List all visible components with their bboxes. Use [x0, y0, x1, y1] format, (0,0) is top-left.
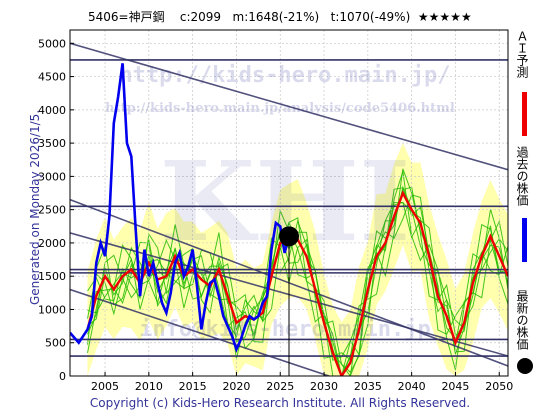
- legend-latest-price-label: 最新の株価: [515, 290, 529, 350]
- series-layer: [70, 63, 508, 376]
- legend-ai-forecast-swatch: [522, 92, 527, 136]
- watermark-url-main: http://kids-hero.main.jp/: [119, 63, 450, 88]
- grid-layer: [70, 30, 508, 377]
- x-tick-label: 2020: [222, 380, 250, 393]
- mid-target: m:1648(-21%): [232, 10, 320, 24]
- y-tick-label: 5000: [38, 37, 66, 50]
- forecast-band-line: [87, 187, 508, 376]
- x-tick-label: 2045: [441, 380, 469, 393]
- plot-frame: [69, 29, 509, 377]
- target-price: t:1070(-49%): [330, 10, 411, 24]
- x-tick-label: 2035: [354, 380, 382, 393]
- x-tick-label: 2010: [135, 380, 163, 393]
- stock-code: 5406=神戸鋼: [88, 10, 165, 24]
- generated-date-label: Generated on Monday 2026/1/5.: [28, 109, 42, 305]
- chart-header: 5406=神戸鋼 c:2099 m:1648(-21%) t:1070(-49%…: [88, 8, 472, 25]
- current-price: c:2099: [179, 10, 222, 24]
- forecast-band-area: [87, 142, 508, 376]
- legend-latest-price: 最新の株価: [514, 290, 531, 350]
- forecast-band-line: [87, 186, 508, 361]
- y-tick-label: 500: [45, 337, 66, 350]
- x-tick-label: 2040: [398, 380, 426, 393]
- y-tick-label: 1500: [38, 270, 66, 283]
- y-tick-label: 0: [59, 370, 66, 383]
- y-tick-label: 3000: [38, 170, 66, 183]
- watermark-layer: KHI http://kids-hero.main.jp/ http://kid…: [105, 63, 455, 342]
- watermark-url-analysis: http://kids-hero.main.jp/analysis/code54…: [105, 101, 455, 116]
- axis-layer: 0 500 1000 1500 2000 2500 3000 3500 4000 4500 5000…: [38, 29, 513, 393]
- copyright-text: Copyright (c) Kids-Hero Research Institu…: [89, 396, 471, 410]
- y-tick-label: 2500: [38, 204, 66, 217]
- rating-stars: ★★★★★: [417, 10, 472, 24]
- legend-past-price-label: 過去の株価: [515, 146, 529, 206]
- latest-price-dot: [279, 226, 299, 247]
- y-tick-label: 1000: [38, 303, 66, 316]
- legend-latest-price-dot: [517, 358, 533, 374]
- y-tick-label: 3500: [38, 137, 66, 150]
- y-tick-label: 4500: [38, 71, 66, 84]
- legend-ai-forecast-label: ＡＩ予測: [515, 30, 529, 78]
- x-tick-label: 2005: [91, 380, 119, 393]
- y-tick-label: 4000: [38, 104, 66, 117]
- legend-ai-forecast: ＡＩ予測: [514, 30, 531, 78]
- legend-past-price: 過去の株価: [514, 146, 531, 206]
- x-tick-label: 2030: [310, 380, 338, 393]
- past-price-line: [70, 63, 291, 354]
- legend-past-price-swatch: [522, 218, 527, 262]
- x-tick-label: 2025: [266, 380, 294, 393]
- x-tick-label: 2015: [179, 380, 207, 393]
- channel-line: [70, 42, 508, 171]
- x-tick-label: 2050: [485, 380, 513, 393]
- y-tick-label: 2000: [38, 237, 66, 250]
